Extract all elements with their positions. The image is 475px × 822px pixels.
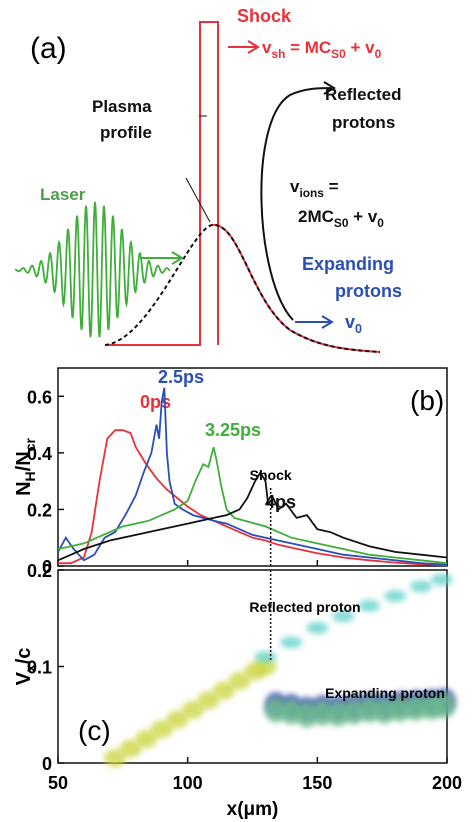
laser-arrow — [140, 251, 184, 265]
scatter-point — [280, 636, 303, 649]
scatter-point — [358, 696, 381, 723]
y-tick-label: 0.6 — [27, 387, 52, 407]
scatter-point — [135, 729, 158, 748]
line-series — [58, 429, 448, 567]
line-series — [57, 470, 448, 562]
panel: 0 0.1 0.2 50 100 150 200 x(μm) Vx/c (c) Reflected … — [13, 561, 462, 820]
subscript: ions — [299, 186, 324, 200]
y-tick-label: 0 — [42, 557, 52, 577]
scatter-point — [119, 739, 142, 758]
scatter-point — [254, 650, 277, 663]
subscript: 0 — [355, 322, 362, 336]
scatter-point — [197, 691, 220, 710]
plasma-profile — [104, 223, 381, 353]
x-tick-label: 50 — [48, 773, 68, 793]
line-series — [57, 446, 448, 565]
text-part: = — [324, 177, 339, 196]
series-label: 4ps — [265, 492, 296, 512]
subscript: sh — [271, 47, 285, 61]
scatter-point — [150, 720, 173, 739]
shock-arrow — [228, 40, 260, 54]
series-label: 3.25ps — [205, 420, 261, 440]
subscript: cr — [22, 438, 38, 452]
text-part: + v — [346, 38, 375, 57]
panel-label: (b) — [410, 385, 444, 416]
ion-velocity: 2MCS0 + v0 — [298, 207, 384, 230]
shock-front — [105, 21, 219, 346]
annotation: Reflected proton — [249, 599, 360, 615]
reflected-arrow — [260, 81, 336, 321]
text-part: N — [13, 481, 35, 495]
scatter-point — [404, 694, 427, 721]
laser-label: Laser — [40, 185, 86, 204]
y-axis-label: NH/Ncr — [13, 438, 38, 496]
subscript: S0 — [331, 47, 346, 61]
text-part: = MC — [285, 38, 331, 57]
scatter-point — [166, 710, 189, 729]
shock-label: Shock — [250, 467, 292, 483]
subscript: 0 — [375, 47, 382, 61]
text-part: + v — [348, 207, 377, 226]
x-axis-label: x(μm) — [227, 799, 279, 820]
scatter-point — [430, 573, 453, 586]
scatter-point — [358, 599, 381, 612]
x-tick-label: 100 — [173, 773, 203, 793]
plasma-label: profile — [100, 123, 152, 142]
subscript: H — [22, 471, 38, 481]
expanding-arrow — [295, 315, 334, 329]
y-tick-label: 0.1 — [27, 658, 52, 678]
y-tick-label: 0 — [42, 754, 52, 774]
v0-label: v0 — [345, 312, 362, 336]
leader-line — [185, 177, 211, 223]
scatter-point — [433, 692, 456, 719]
panel-label: (a) — [30, 32, 67, 65]
scatter-point — [212, 681, 235, 700]
x-tick-label: 150 — [302, 773, 332, 793]
subscript: x — [22, 664, 38, 672]
series-label: 0ps — [140, 392, 171, 412]
scatter-point — [228, 671, 251, 690]
ion-velocity: vions = — [290, 177, 339, 200]
scatter-point — [104, 749, 127, 768]
scatter-point — [306, 621, 329, 634]
x-tick-label: 200 — [432, 773, 462, 793]
panel-label: (c) — [78, 715, 111, 746]
annotation: Expanding proton — [325, 685, 445, 701]
reflected-label: Reflected — [325, 85, 402, 104]
subscript: S0 — [334, 216, 349, 230]
plot-frame — [57, 367, 448, 567]
y-axis-label: Vx/c — [13, 648, 38, 686]
text-part: v — [262, 38, 272, 57]
shock-label: Shock — [237, 6, 292, 26]
laser-pulse — [14, 201, 171, 338]
reflected-label: protons — [332, 113, 395, 132]
text-part: /c — [13, 648, 35, 665]
scatter-point — [311, 699, 334, 726]
y-tick-label: 0.2 — [27, 500, 52, 520]
expanding-label: protons — [335, 281, 402, 301]
plasma-label: Plasma — [92, 97, 152, 116]
scatter-point — [410, 580, 433, 593]
y-tick-label: 0.4 — [27, 444, 52, 464]
scatter-point — [181, 700, 204, 719]
expanding-label: Expanding — [302, 254, 394, 274]
text-part: v — [345, 312, 355, 332]
text-part: 2MC — [298, 207, 334, 226]
series-label: 2.5ps — [158, 367, 204, 387]
text-part: /N — [13, 451, 35, 471]
panel-a: (a) Shock vsh = MCS0 + v0 Plasma profile… — [14, 6, 402, 353]
panel: 0 0.2 0.4 0.6 NH/Ncr (b) 0ps 2.5ps 3.25ps 4ps Shoc… — [13, 367, 448, 577]
scatter-point — [332, 610, 355, 623]
line-series — [57, 387, 448, 566]
scatter-point — [384, 590, 407, 603]
text-part: V — [13, 671, 35, 685]
y-tick-label: 0.2 — [27, 561, 52, 581]
scatter-point — [389, 695, 412, 722]
shock-velocity: vsh = MCS0 + v0 — [262, 38, 382, 61]
text-part: v — [290, 177, 300, 196]
subscript: 0 — [377, 216, 384, 230]
